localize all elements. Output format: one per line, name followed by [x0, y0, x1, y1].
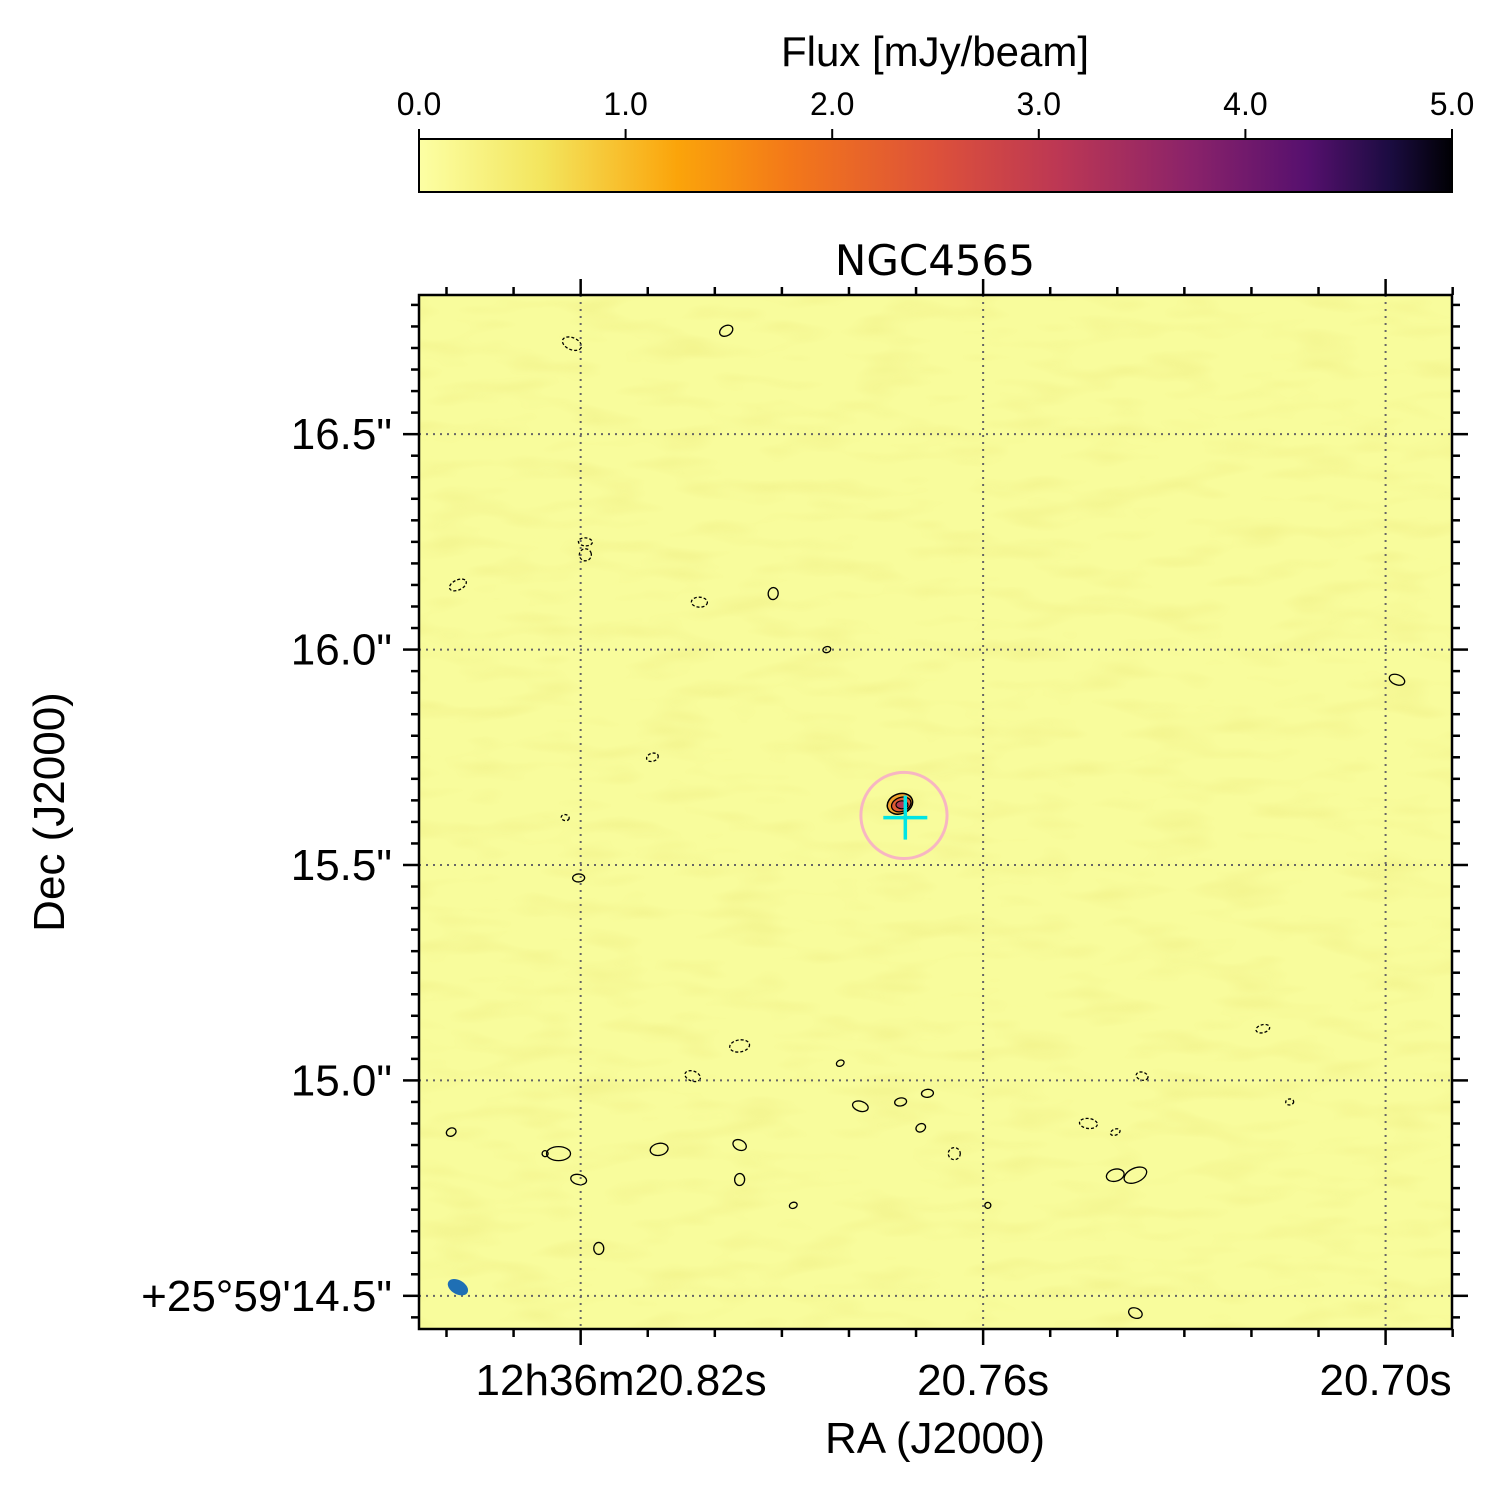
y-axis-label: Dec (J2000)	[25, 692, 74, 932]
y-tick-label: 16.5"	[291, 410, 392, 459]
colorbar-gradient	[418, 138, 1453, 193]
colorbar: Flux [mJy/beam] 0.0 1.0 2.0 3.0 4.0 5.0	[397, 28, 1474, 193]
map-noise	[419, 295, 1452, 1329]
contour-dashed	[729, 1039, 751, 1053]
grid	[419, 295, 1452, 1329]
contour-solid	[570, 1173, 588, 1186]
contour-dashed	[1285, 1098, 1295, 1106]
x-tick-label: 12h36m20.82s	[476, 1356, 767, 1405]
contour-solid	[733, 1172, 746, 1187]
contour-solid	[915, 1122, 927, 1133]
contour-solid	[1388, 673, 1406, 686]
y-tick-label: 15.0"	[291, 1056, 392, 1105]
contour-solid	[732, 1138, 747, 1152]
contour-solid	[920, 1088, 935, 1099]
colorbar-ticks: 0.0 1.0 2.0 3.0 4.0 5.0	[397, 86, 1474, 139]
colorbar-tick-label: 0.0	[397, 86, 441, 122]
contours	[445, 324, 1406, 1320]
contour-dashed	[578, 548, 593, 562]
contour-solid	[445, 1127, 457, 1137]
contour-dashed	[560, 813, 570, 822]
flux-map	[419, 295, 1452, 1329]
markers	[447, 770, 949, 1296]
contour-solid	[894, 1097, 908, 1107]
tick-labels: 12h36m20.82s 20.76s 20.70s +25°59'14.5" 15.0…	[141, 410, 1451, 1405]
contour-dashed	[690, 596, 709, 608]
contour-dashed	[1078, 1117, 1099, 1130]
contour-solid	[541, 1150, 549, 1158]
contour-solid	[571, 873, 586, 883]
contour-solid	[1123, 1166, 1148, 1184]
contour-solid	[649, 1142, 669, 1157]
y-tick-label: 16.0"	[291, 626, 392, 675]
contour-solid	[835, 1059, 845, 1068]
chart-title: NGC4565	[835, 236, 1035, 285]
contour-dashed	[684, 1070, 702, 1083]
contour-solid	[851, 1100, 869, 1113]
contour-solid	[719, 324, 734, 337]
contour-dashed	[577, 537, 593, 547]
contour-solid	[767, 586, 779, 601]
colorbar-tick-label: 3.0	[1017, 86, 1061, 122]
contour-dashed	[645, 752, 659, 763]
x-tick-label: 20.76s	[917, 1356, 1049, 1405]
contour-dashed	[1255, 1023, 1271, 1034]
contour-dashed	[448, 578, 467, 592]
contour-dashed	[1109, 1128, 1121, 1137]
colorbar-tick-label: 1.0	[603, 86, 647, 122]
colorbar-label: Flux [mJy/beam]	[781, 28, 1089, 75]
x-tick-label: 20.70s	[1320, 1356, 1452, 1405]
colorbar-tick-label: 4.0	[1223, 86, 1267, 122]
aperture-circle	[859, 770, 949, 861]
y-tick-label: 15.5"	[291, 841, 392, 890]
contour-solid	[822, 645, 832, 654]
contour-solid	[984, 1201, 992, 1210]
beam-ellipse	[447, 1279, 469, 1296]
contour-solid	[1105, 1168, 1125, 1183]
contour-solid	[545, 1146, 572, 1162]
colorbar-tick-label: 5.0	[1430, 86, 1474, 122]
x-axis-label: RA (J2000)	[825, 1414, 1045, 1463]
axis-ticks	[403, 279, 1468, 1345]
contour-dashed	[947, 1147, 961, 1161]
colorbar-tick-label: 2.0	[810, 86, 854, 122]
contour-dashed	[561, 336, 583, 352]
contour-solid	[1127, 1307, 1143, 1320]
contour-solid	[788, 1201, 798, 1210]
y-tick-label: +25°59'14.5"	[141, 1272, 392, 1321]
contour-solid	[593, 1241, 605, 1256]
plot-frame	[417, 293, 1454, 1331]
